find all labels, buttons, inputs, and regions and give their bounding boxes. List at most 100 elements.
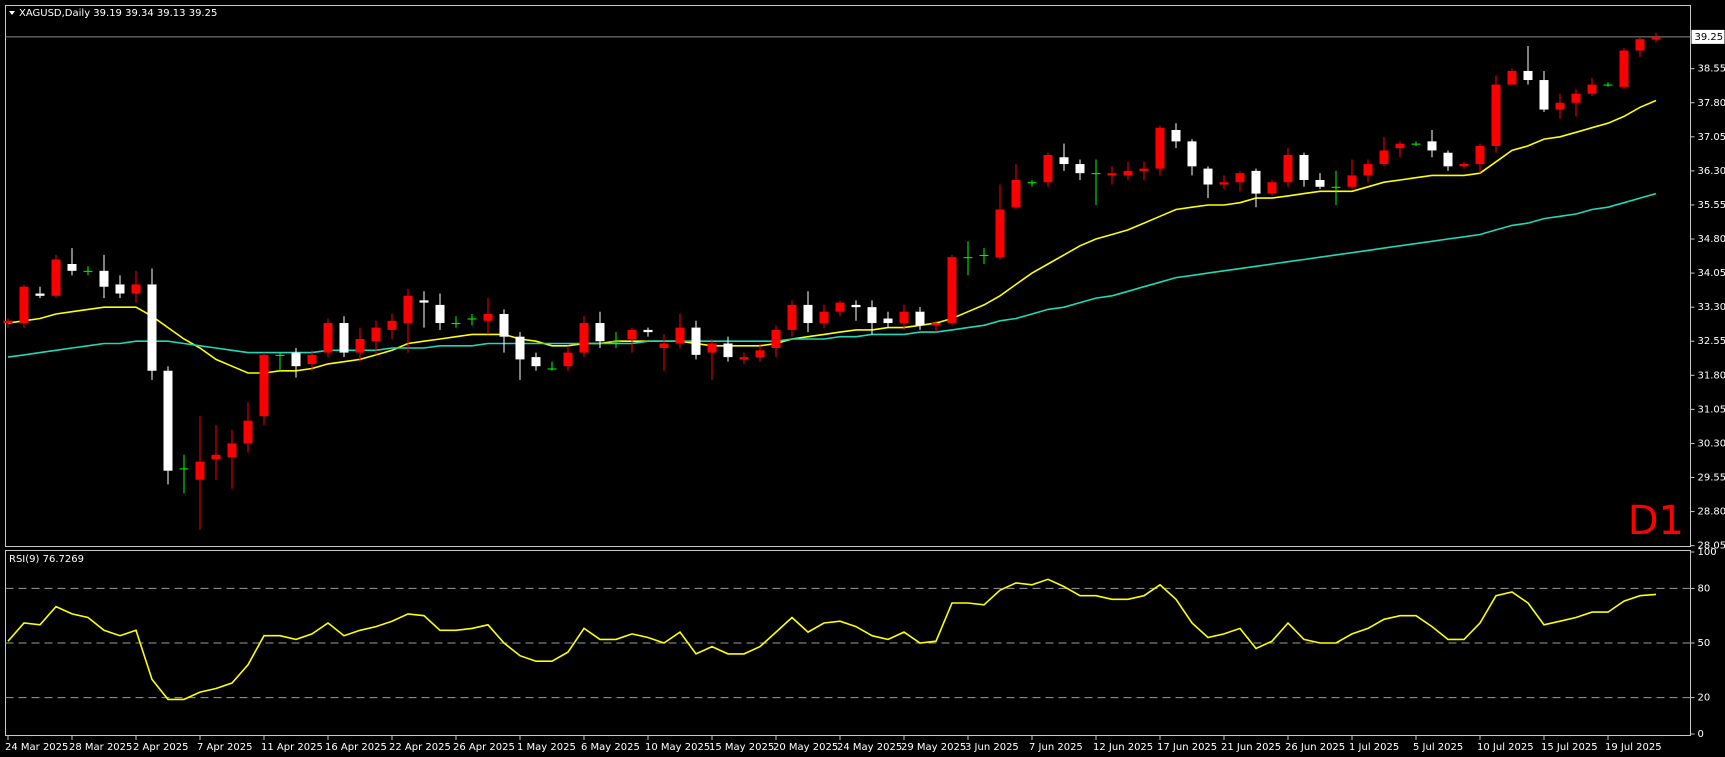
candle-body xyxy=(867,307,877,324)
candle-body xyxy=(691,327,701,355)
candle-body xyxy=(739,357,749,360)
candle-body xyxy=(179,468,189,470)
x-tick-label: 19 Jul 2025 xyxy=(1605,742,1662,753)
candle-body xyxy=(243,420,253,444)
candle-body xyxy=(627,329,637,339)
candle-body xyxy=(1123,170,1133,176)
candle-body xyxy=(387,320,397,330)
rsi-title: RSI(9) 76.7269 xyxy=(9,554,84,565)
candle-body xyxy=(707,343,717,353)
y-tick-label: 100 xyxy=(1698,547,1717,558)
candle-body xyxy=(1491,84,1501,146)
candle-body xyxy=(563,352,573,367)
candle-body xyxy=(1571,93,1581,103)
candle-body xyxy=(787,304,797,330)
candle-body xyxy=(963,257,973,259)
y-tick-label: 29.55 xyxy=(1698,473,1725,484)
candle-body xyxy=(1075,164,1085,174)
candle-body xyxy=(771,329,781,349)
x-tick-label: 22 Apr 2025 xyxy=(389,742,451,753)
y-tick-label: 0 xyxy=(1698,729,1704,740)
x-tick-label: 24 Mar 2025 xyxy=(5,742,68,753)
candle-body xyxy=(819,311,829,324)
candle-body xyxy=(35,293,45,296)
candle-body xyxy=(1011,179,1021,208)
x-tick-label: 12 Jun 2025 xyxy=(1093,742,1153,753)
y-tick-label: 80 xyxy=(1698,583,1711,594)
candle-body xyxy=(915,311,925,326)
candle-body xyxy=(83,270,93,272)
candle-body xyxy=(643,329,653,333)
y-tick-label: 32.55 xyxy=(1698,336,1725,347)
y-tick-label: 36.30 xyxy=(1698,166,1725,177)
candle-body xyxy=(1251,170,1261,194)
candle-body xyxy=(1475,145,1485,165)
candle-body xyxy=(1459,164,1469,167)
candle-body xyxy=(211,454,221,460)
candle-body xyxy=(355,338,365,353)
y-tick-label: 33.30 xyxy=(1698,302,1725,313)
y-tick-label: 31.05 xyxy=(1698,404,1725,415)
candle-body xyxy=(339,323,349,353)
moving-average xyxy=(7,99,1657,374)
candle-body xyxy=(1523,70,1533,81)
candle-body xyxy=(931,323,941,326)
x-tick-label: 17 Jun 2025 xyxy=(1157,742,1217,753)
candle-body xyxy=(307,354,317,364)
candle-body xyxy=(723,343,733,358)
candle-body xyxy=(1171,130,1181,142)
candle-body xyxy=(467,318,477,320)
x-tick-label: 7 Jun 2025 xyxy=(1029,742,1083,753)
candle-body xyxy=(1619,50,1629,87)
candle-body xyxy=(851,304,861,308)
candle-body xyxy=(1347,175,1357,187)
candle-body xyxy=(1507,70,1517,85)
x-tick-label: 5 Jul 2025 xyxy=(1413,742,1463,753)
candle-body xyxy=(947,257,957,324)
y-tick-label: 28.80 xyxy=(1698,507,1725,518)
chart-title: XAGUSD,Daily 39.19 39.34 39.13 39.25 xyxy=(19,8,217,19)
candle-body xyxy=(275,354,285,356)
candle-body xyxy=(1155,127,1165,169)
x-tick-label: 16 Apr 2025 xyxy=(325,742,387,753)
candle-body xyxy=(323,323,333,353)
y-tick-label: 34.80 xyxy=(1698,234,1725,245)
candle-body xyxy=(659,343,669,349)
candle-body xyxy=(1411,143,1421,145)
x-tick-label: 3 Jun 2025 xyxy=(965,742,1019,753)
candle-body xyxy=(755,350,765,358)
candle-body xyxy=(1539,80,1549,110)
candle-body xyxy=(451,323,461,325)
x-tick-label: 2 Apr 2025 xyxy=(133,742,188,753)
y-tick-label: 30.30 xyxy=(1698,438,1725,449)
x-tick-label: 15 May 2025 xyxy=(709,742,774,753)
timeframe-label: D1 xyxy=(1628,498,1684,544)
candle-body xyxy=(115,284,125,294)
candle-body xyxy=(1027,182,1037,184)
candle-body xyxy=(531,357,541,367)
candle-body xyxy=(883,318,893,324)
candle-body xyxy=(1283,154,1293,183)
candle-body xyxy=(1555,102,1565,110)
x-tick-label: 26 Jun 2025 xyxy=(1285,742,1345,753)
candle-body xyxy=(1299,154,1309,180)
candle-body xyxy=(1267,182,1277,194)
candle-body xyxy=(1059,157,1069,165)
x-tick-label: 28 Mar 2025 xyxy=(69,742,132,753)
candle-body xyxy=(67,264,77,271)
y-tick-label: 50 xyxy=(1698,638,1711,649)
x-tick-label: 11 Apr 2025 xyxy=(261,742,323,753)
candle-body xyxy=(1379,150,1389,165)
candle-body xyxy=(1363,164,1373,176)
candle-body xyxy=(1651,36,1661,40)
candle-body xyxy=(803,304,813,324)
candle-body xyxy=(1427,141,1437,151)
candle-body xyxy=(131,284,141,294)
menu-triangle[interactable] xyxy=(9,11,15,15)
candle-body xyxy=(227,443,237,458)
candle-body xyxy=(979,254,989,256)
candle-body xyxy=(835,302,845,312)
main-panel xyxy=(5,5,1691,547)
